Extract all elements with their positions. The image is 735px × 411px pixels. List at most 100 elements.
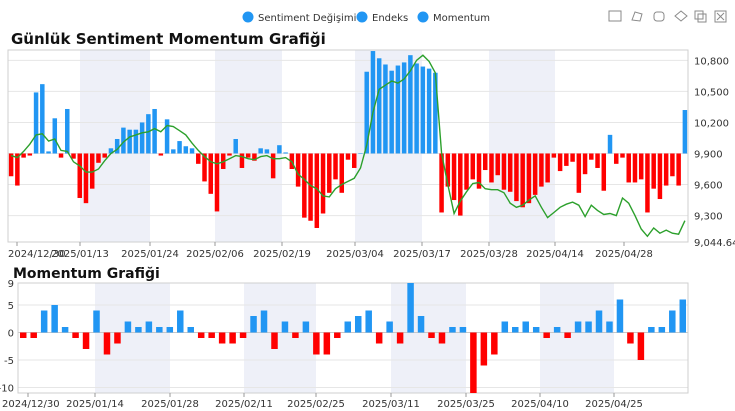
main-bar (8, 153, 14, 177)
main-bar (520, 153, 525, 208)
main-bar (651, 153, 656, 189)
main-chart-line (10, 54, 686, 238)
main-bar (514, 153, 519, 202)
main-bar (632, 153, 638, 183)
main-bar (314, 153, 320, 228)
lasso-icon[interactable] (631, 11, 643, 22)
momentum-bar (114, 332, 121, 344)
main-bar (189, 148, 195, 154)
momentum-bar (281, 321, 289, 333)
legend-label: Endeks (372, 13, 408, 24)
momentum-bar (40, 310, 48, 333)
momentum-bar (491, 332, 498, 355)
momentum-bar (595, 310, 603, 333)
main-bar (283, 152, 288, 154)
momentum-bar (669, 310, 676, 333)
momentum-bar (658, 327, 666, 333)
momentum-y-tick-label: 5 (8, 301, 14, 312)
main-y-tick-label: 9,600 (694, 181, 723, 192)
momentum-bar (480, 332, 488, 366)
polygon-select-icon[interactable] (674, 10, 688, 22)
main-bar (645, 153, 650, 213)
momentum-bar (313, 332, 320, 355)
main-bar (40, 84, 45, 154)
clear-selection-icon[interactable] (714, 10, 727, 23)
main-bar (420, 66, 426, 154)
momentum-bar (616, 299, 624, 333)
zoom-select-icon[interactable] (608, 10, 622, 22)
momentum-bar (375, 332, 383, 344)
copy-icon[interactable] (694, 10, 707, 23)
momentum-bar (417, 316, 425, 333)
momentum-bar (543, 332, 550, 338)
main-x-tick-label: 2025/02/19 (253, 249, 311, 260)
main-bar (376, 58, 382, 154)
main-y-tick-label: 10,500 (694, 87, 729, 98)
main-bar (339, 153, 345, 193)
legend[interactable]: Sentiment Değişimi Endeks Momentum (242, 11, 490, 25)
main-bar (264, 149, 270, 154)
momentum-bar (103, 332, 111, 355)
rect-select-icon[interactable] (653, 11, 665, 22)
momentum-bar (438, 332, 446, 344)
legend-item[interactable]: Endeks (356, 11, 409, 25)
main-bar (483, 153, 488, 171)
momentum-bar (334, 332, 341, 338)
momentum-y-tick-label: 9 (8, 279, 14, 290)
momentum-bar (396, 332, 404, 344)
main-index-line (10, 54, 686, 238)
momentum-chart-title: Momentum Grafiği (13, 266, 160, 282)
main-bar (21, 153, 26, 158)
main-bar (495, 153, 500, 176)
momentum-bar (239, 332, 247, 338)
legend-label: Momentum (433, 13, 490, 24)
main-bar (676, 153, 681, 186)
momentum-bar (30, 332, 37, 338)
momentum-x-tick-label: 2025/03/11 (362, 399, 420, 410)
main-bar (501, 153, 507, 190)
main-bar (532, 153, 538, 195)
legend-marker (242, 11, 254, 23)
main-bar (426, 68, 432, 154)
momentum-bar (260, 310, 268, 333)
main-bar (557, 153, 563, 172)
momentum-band (244, 283, 316, 393)
main-bar (164, 119, 170, 154)
momentum-bar (166, 327, 174, 333)
main-bar (177, 141, 182, 154)
main-bar (133, 129, 139, 154)
main-bar (245, 153, 251, 158)
momentum-bar (61, 327, 69, 333)
momentum-bar (522, 321, 529, 333)
main-x-tick-label: 2025/03/17 (393, 249, 451, 260)
main-bar (551, 153, 557, 158)
momentum-bar (197, 332, 205, 338)
toolbar[interactable] (608, 10, 727, 23)
main-bar (202, 153, 207, 182)
momentum-plot-border (17, 282, 689, 394)
momentum-x-tick-label: 2025/04/10 (511, 399, 569, 410)
main-x-tick-label: 2025/02/06 (186, 249, 244, 260)
main-x-tick-label: 2025/01/13 (51, 249, 109, 260)
main-bar (308, 153, 313, 221)
main-chart-y-axis: 9,044.64 9,300 9,600 9,900 10,200 10,500 10,80… (694, 56, 735, 249)
main-bar (395, 65, 401, 154)
main-y-tick-label: 9,900 (694, 149, 723, 160)
main-bar (158, 153, 164, 156)
main-bar (489, 153, 494, 183)
main-bar (258, 148, 263, 154)
legend-item[interactable]: Sentiment Değişimi (242, 11, 357, 25)
main-bar (27, 153, 33, 156)
main-bar (196, 153, 201, 164)
momentum-bar (627, 332, 634, 344)
legend-item[interactable]: Momentum (417, 11, 490, 25)
main-bar (208, 153, 213, 194)
main-bar (582, 153, 588, 175)
legend-label: Sentiment Değişimi (258, 12, 356, 24)
main-bar (439, 153, 444, 213)
main-bar (345, 153, 351, 160)
main-x-tick-label: 2025/04/14 (526, 249, 584, 260)
main-bar (52, 118, 58, 154)
